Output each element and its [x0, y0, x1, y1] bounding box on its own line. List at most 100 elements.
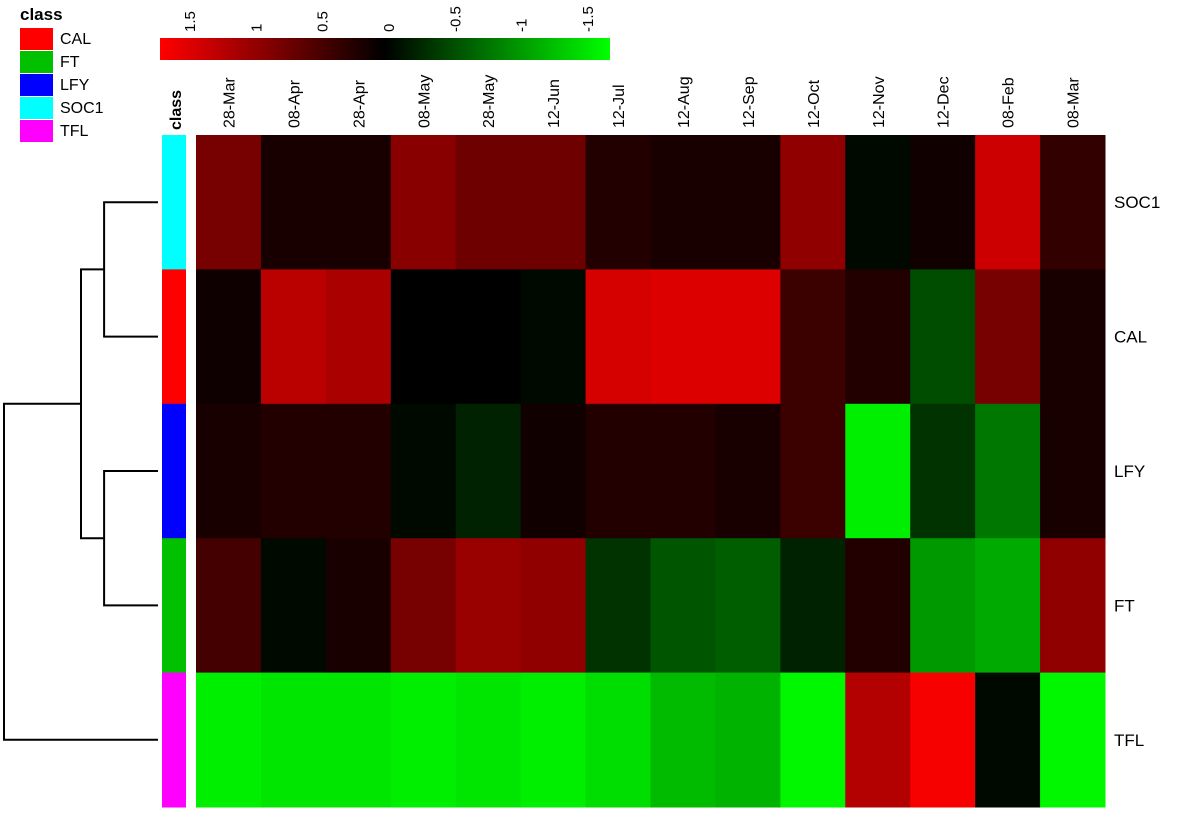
legend-swatch-cal	[20, 28, 53, 50]
heatmap-cell	[520, 269, 587, 405]
heatmap-cell	[520, 403, 587, 539]
row-label: LFY	[1114, 462, 1145, 481]
heatmap-cell	[585, 135, 651, 270]
column-label: 12-Jun	[546, 79, 563, 128]
heatmap-cell	[910, 672, 976, 808]
heatmap-cell	[585, 403, 651, 539]
heatmap-cells	[196, 135, 1106, 808]
heatmap-cell	[975, 538, 1041, 674]
column-label: 12-Sep	[741, 76, 758, 128]
heatmap-cell	[455, 269, 522, 405]
column-label: 12-Jul	[611, 84, 628, 128]
class-annotation-cell-lfy	[162, 403, 186, 539]
heatmap-cell	[845, 269, 911, 405]
heatmap-cell	[196, 672, 262, 808]
legend-swatch-soc1	[20, 97, 53, 119]
column-label: 28-Apr	[351, 79, 368, 128]
heatmap-cell	[196, 269, 262, 405]
heatmap-cell	[715, 538, 781, 674]
heatmap-cell	[780, 403, 846, 539]
row-label: TFL	[1114, 731, 1144, 750]
scale-tick-label: -1.5	[580, 6, 597, 32]
column-label: 12-Aug	[676, 76, 693, 128]
heatmap-cell	[455, 403, 522, 539]
scale-tick-label: 1	[248, 24, 265, 32]
heatmap-cell	[1040, 672, 1106, 808]
heatmap-cell	[390, 135, 457, 270]
heatmap-cell	[390, 538, 457, 674]
heatmap-cell	[715, 269, 781, 405]
heatmap-cell	[325, 135, 392, 270]
column-label: 08-Apr	[286, 79, 303, 128]
legend-label-tfl: TFL	[60, 123, 89, 140]
dendrogram-branch	[103, 470, 158, 607]
legend-label-lfy: LFY	[60, 77, 90, 94]
heatmap-cell	[910, 403, 976, 539]
heatmap-cell	[715, 403, 781, 539]
heatmap-cell	[780, 269, 846, 405]
heatmap-cell	[975, 269, 1041, 405]
heatmap-cell	[975, 403, 1041, 539]
heatmap-cell	[455, 135, 522, 270]
heatmap-cell	[845, 672, 911, 808]
scale-tick-label: 0.5	[315, 11, 332, 32]
heatmap-cell	[260, 403, 327, 539]
column-label: 08-Mar	[1066, 77, 1083, 128]
heatmap-cell	[390, 269, 457, 405]
heatmap-cell	[910, 135, 976, 270]
heatmap-cell	[455, 672, 522, 808]
heatmap-cell	[196, 403, 262, 539]
scale-tick-label: 1.5	[182, 11, 199, 32]
heatmap-cell	[780, 135, 846, 270]
heatmap-cell	[1040, 269, 1106, 405]
heatmap-cell	[650, 269, 716, 405]
class-annotation-cell-soc1	[162, 135, 186, 270]
class-annotation-bar	[162, 135, 186, 808]
heatmap-cell	[715, 135, 781, 270]
heatmap-cell	[845, 538, 911, 674]
heatmap-cell	[260, 538, 327, 674]
heatmap-cell	[520, 135, 587, 270]
legend-label-cal: CAL	[60, 31, 91, 48]
legend-swatch-lfy	[20, 74, 53, 96]
scale-tick-label: -0.5	[447, 6, 464, 32]
heatmap-cell	[520, 672, 587, 808]
column-labels: 28-Mar 08-Apr 28-Apr 08-May 28-May 12-Jun 12-J…	[221, 75, 1082, 128]
column-label: 08-May	[416, 75, 433, 128]
dendrogram-branch	[103, 201, 158, 338]
heatmap-cell	[650, 672, 716, 808]
heatmap-cell	[325, 538, 392, 674]
heatmap-cell	[455, 538, 522, 674]
legend-label-soc1: SOC1	[60, 100, 104, 117]
class-annotation-cell-cal	[162, 269, 186, 405]
class-annotation-cell-tfl	[162, 672, 186, 808]
heatmap-cell	[260, 672, 327, 808]
heatmap-cell	[325, 403, 392, 539]
heatmap-cell	[780, 672, 846, 808]
heatmap-cell	[1040, 403, 1106, 539]
annotation-column-header: class	[168, 90, 185, 130]
heatmap-cell	[1040, 538, 1106, 674]
heatmap-cell	[585, 538, 651, 674]
heatmap-cell	[910, 538, 976, 674]
dendrogram-branch	[3, 402, 158, 741]
heatmap-cell	[780, 538, 846, 674]
column-label: 08-Feb	[1001, 77, 1018, 128]
row-label: SOC1	[1114, 193, 1160, 212]
heatmap-cell	[390, 403, 457, 539]
heatmap-cell	[650, 538, 716, 674]
column-label: 28-May	[481, 75, 498, 128]
row-label: CAL	[1114, 328, 1147, 347]
heatmap-cell	[715, 672, 781, 808]
heatmap-cell	[585, 672, 651, 808]
heatmap-cell	[325, 672, 392, 808]
legend-swatch-tfl	[20, 120, 53, 142]
heatmap-cell	[650, 403, 716, 539]
row-labels: SOC1 CAL LFY FT TFL	[1114, 193, 1160, 750]
color-scale-bar	[160, 38, 610, 60]
scale-tick-label: 0	[381, 24, 398, 32]
column-label: 12-Nov	[871, 76, 888, 128]
row-label: FT	[1114, 596, 1135, 615]
